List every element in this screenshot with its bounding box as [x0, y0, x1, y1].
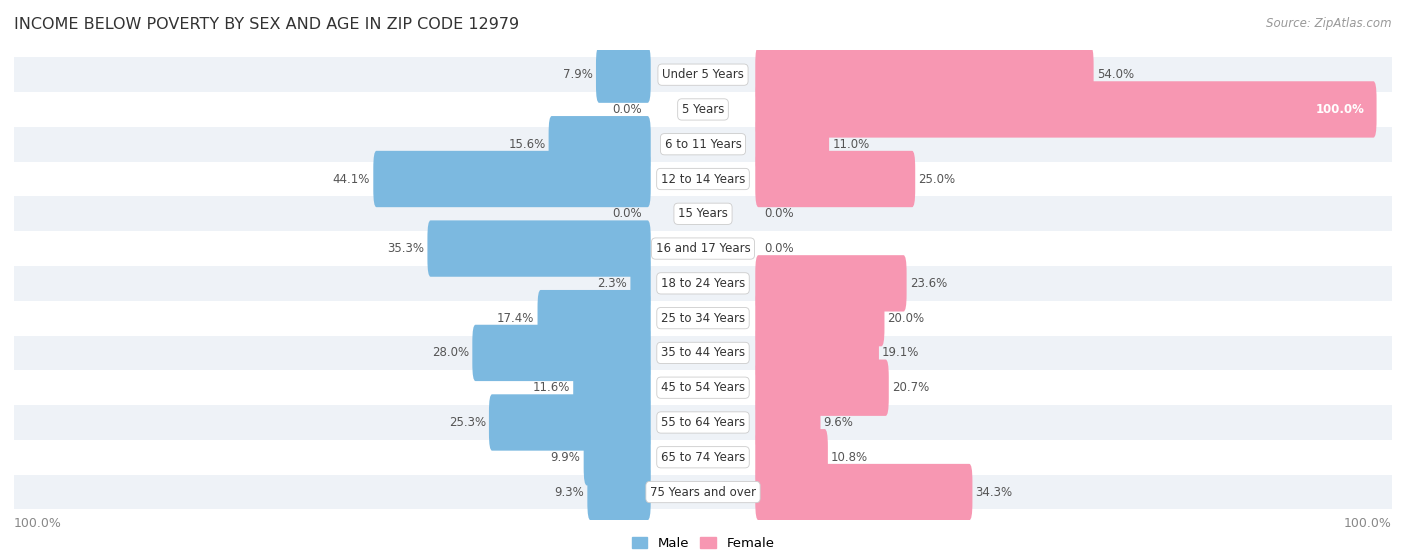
Text: 9.6%: 9.6%: [824, 416, 853, 429]
Text: 45 to 54 Years: 45 to 54 Years: [661, 381, 745, 394]
Bar: [14, 405, 1392, 440]
FancyBboxPatch shape: [755, 46, 1094, 103]
Bar: [14, 162, 1392, 196]
Text: 15 Years: 15 Years: [678, 207, 728, 220]
Text: 2.3%: 2.3%: [598, 277, 627, 290]
Text: 11.0%: 11.0%: [832, 138, 869, 151]
FancyBboxPatch shape: [472, 325, 651, 381]
FancyBboxPatch shape: [374, 151, 651, 207]
FancyBboxPatch shape: [755, 429, 828, 485]
Text: 65 to 74 Years: 65 to 74 Years: [661, 451, 745, 464]
Text: 6 to 11 Years: 6 to 11 Years: [665, 138, 741, 151]
Bar: [14, 92, 1392, 127]
Text: 100.0%: 100.0%: [1344, 517, 1392, 530]
FancyBboxPatch shape: [588, 464, 651, 520]
Text: 9.9%: 9.9%: [551, 451, 581, 464]
Text: 17.4%: 17.4%: [498, 311, 534, 325]
FancyBboxPatch shape: [630, 255, 651, 311]
Text: 16 and 17 Years: 16 and 17 Years: [655, 242, 751, 255]
FancyBboxPatch shape: [755, 255, 907, 311]
Text: 7.9%: 7.9%: [562, 68, 593, 81]
FancyBboxPatch shape: [548, 116, 651, 172]
FancyBboxPatch shape: [755, 81, 1376, 138]
FancyBboxPatch shape: [755, 325, 879, 381]
Text: 54.0%: 54.0%: [1097, 68, 1133, 81]
Text: 75 Years and over: 75 Years and over: [650, 486, 756, 499]
Text: 15.6%: 15.6%: [509, 138, 546, 151]
FancyBboxPatch shape: [596, 46, 651, 103]
Bar: [14, 475, 1392, 509]
Bar: [14, 231, 1392, 266]
Bar: [14, 370, 1392, 405]
Text: 0.0%: 0.0%: [765, 207, 794, 220]
FancyBboxPatch shape: [755, 151, 915, 207]
Text: 25.0%: 25.0%: [918, 173, 956, 186]
Text: 44.1%: 44.1%: [333, 173, 370, 186]
Bar: [14, 196, 1392, 231]
Bar: [14, 57, 1392, 92]
Legend: Male, Female: Male, Female: [626, 532, 780, 556]
Bar: [14, 440, 1392, 475]
Text: 12 to 14 Years: 12 to 14 Years: [661, 173, 745, 186]
Text: Source: ZipAtlas.com: Source: ZipAtlas.com: [1267, 17, 1392, 30]
Text: 19.1%: 19.1%: [882, 347, 920, 359]
Text: 0.0%: 0.0%: [765, 242, 794, 255]
Text: 10.8%: 10.8%: [831, 451, 868, 464]
Text: 5 Years: 5 Years: [682, 103, 724, 116]
Bar: [14, 266, 1392, 301]
FancyBboxPatch shape: [427, 220, 651, 277]
Text: 0.0%: 0.0%: [612, 207, 641, 220]
Text: 34.3%: 34.3%: [976, 486, 1012, 499]
Text: 25 to 34 Years: 25 to 34 Years: [661, 311, 745, 325]
Text: 100.0%: 100.0%: [14, 517, 62, 530]
Text: 25.3%: 25.3%: [449, 416, 486, 429]
FancyBboxPatch shape: [755, 359, 889, 416]
Text: 35.3%: 35.3%: [387, 242, 425, 255]
FancyBboxPatch shape: [537, 290, 651, 347]
Bar: [14, 127, 1392, 162]
Text: 18 to 24 Years: 18 to 24 Years: [661, 277, 745, 290]
Text: 20.0%: 20.0%: [887, 311, 925, 325]
Text: Under 5 Years: Under 5 Years: [662, 68, 744, 81]
Text: 11.6%: 11.6%: [533, 381, 571, 394]
FancyBboxPatch shape: [489, 394, 651, 451]
Text: 23.6%: 23.6%: [910, 277, 946, 290]
Text: INCOME BELOW POVERTY BY SEX AND AGE IN ZIP CODE 12979: INCOME BELOW POVERTY BY SEX AND AGE IN Z…: [14, 17, 519, 32]
FancyBboxPatch shape: [583, 429, 651, 485]
Bar: [14, 335, 1392, 370]
Text: 28.0%: 28.0%: [432, 347, 470, 359]
Text: 9.3%: 9.3%: [554, 486, 585, 499]
FancyBboxPatch shape: [574, 359, 651, 416]
FancyBboxPatch shape: [755, 290, 884, 347]
Text: 55 to 64 Years: 55 to 64 Years: [661, 416, 745, 429]
Text: 100.0%: 100.0%: [1316, 103, 1364, 116]
FancyBboxPatch shape: [755, 394, 821, 451]
Text: 0.0%: 0.0%: [612, 103, 641, 116]
Bar: [14, 301, 1392, 335]
Text: 20.7%: 20.7%: [891, 381, 929, 394]
Text: 35 to 44 Years: 35 to 44 Years: [661, 347, 745, 359]
FancyBboxPatch shape: [755, 116, 830, 172]
FancyBboxPatch shape: [755, 464, 973, 520]
